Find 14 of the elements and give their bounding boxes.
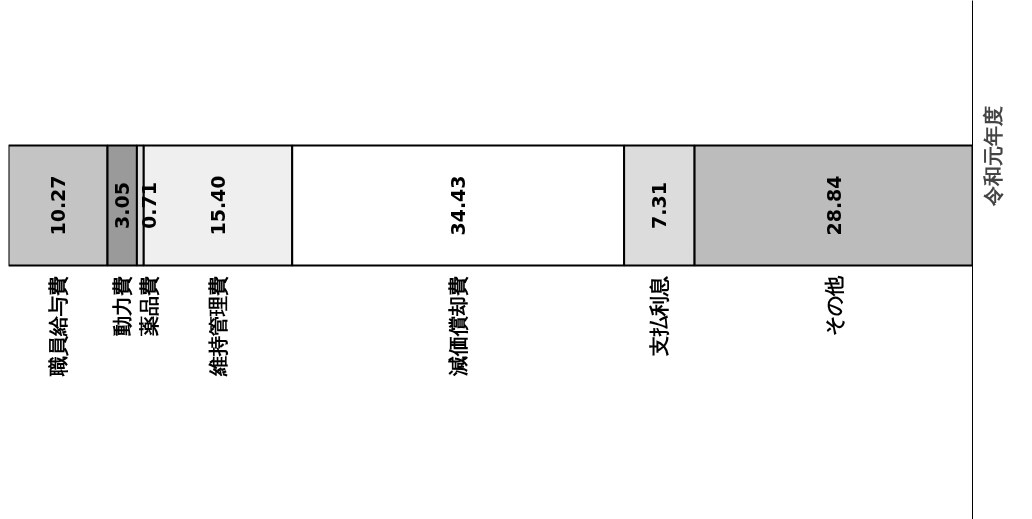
text: 維持管理費 <box>205 275 230 377</box>
data-label: 3.05 <box>111 182 134 229</box>
text: その他 <box>821 274 846 336</box>
data-label: 34.43 <box>447 175 470 236</box>
y-tick-label: 令和元年度 <box>980 105 1005 207</box>
data-label: 7.31 <box>648 182 671 229</box>
data-label: 28.84 <box>822 175 845 236</box>
data-label: 15.40 <box>206 175 229 236</box>
text: 薬品費 <box>137 275 162 337</box>
text: 職員給与費 <box>46 275 70 377</box>
text: 支払利息 <box>647 275 672 357</box>
text: 動力費 <box>110 275 135 337</box>
text: 減価償却費 <box>446 275 471 377</box>
data-label: 10.27 <box>47 175 69 236</box>
